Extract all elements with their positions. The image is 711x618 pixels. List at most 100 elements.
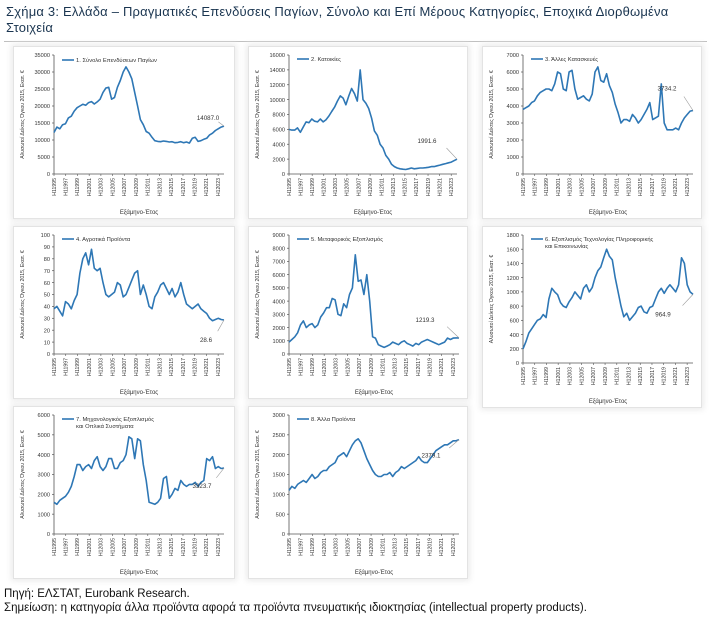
y-tick-label: 7000	[273, 260, 285, 266]
y-tick-label: 10	[44, 340, 50, 346]
y-tick-label: 1400	[507, 262, 519, 268]
annotation-leader	[449, 439, 460, 449]
x-tick-label: H11995	[52, 358, 58, 376]
x-tick-label: H12009	[369, 358, 375, 376]
legend-label: 4. Αγροτικά Προϊόντα	[76, 236, 131, 243]
y-tick-label: 2000	[273, 453, 285, 459]
x-tick-label: H12021	[204, 178, 210, 196]
x-tick-label: H12005	[345, 178, 351, 196]
series-line-other-construction	[522, 66, 694, 131]
x-tick-label: H11997	[64, 178, 70, 196]
title-divider	[4, 41, 707, 42]
panel-transport-equipment: 0 1000 2000 3000 4000 5000 6000 7000 8000 9000 H11…	[249, 227, 467, 398]
x-tick-label: H12005	[345, 358, 351, 376]
legend-label: 3. Άλλες Κατασκευές	[545, 56, 598, 63]
x-tick-label: H12005	[579, 367, 585, 385]
x-tick-label: H11999	[75, 358, 81, 376]
x-tick-label: H12005	[345, 538, 351, 556]
x-tick-label: H12013	[157, 358, 163, 376]
x-tick-label: H12001	[556, 178, 562, 196]
x-tick-label: H12005	[110, 178, 116, 196]
x-tick-label: H12021	[204, 538, 210, 556]
x-tick-label: H12005	[110, 538, 116, 556]
x-tick-label: H12001	[322, 358, 328, 376]
series-line-agricultural	[53, 248, 225, 322]
x-tick-label: H12015	[169, 538, 175, 556]
y-axis-label: Αλυσωτοί Δείκτες Όγκου 2015, Εκατ. €	[255, 430, 261, 519]
x-tick-label: H12023	[685, 367, 691, 385]
x-tick-label: H11997	[299, 538, 305, 556]
series-line-other-products	[288, 438, 460, 491]
x-tick-label: H12001	[322, 538, 328, 556]
y-tick-label: 9000	[273, 233, 285, 239]
legend-label: 5. Μεταφορικός Εξοπλισμός	[311, 236, 383, 243]
x-tick-label: H12015	[638, 367, 644, 385]
y-tick-label: 3000	[273, 313, 285, 319]
x-tick-label: H12003	[568, 178, 574, 196]
y-tick-label: 4000	[273, 299, 285, 305]
x-tick-label: H11999	[75, 538, 81, 556]
x-tick-label: H12001	[556, 367, 562, 385]
legend-label: 7. Μηχανολογικός Εξοπλισμός και Οπλικά Συ…	[76, 416, 154, 430]
x-tick-label: H12021	[437, 178, 443, 196]
y-tick-label: 20000	[34, 104, 50, 110]
x-tick-label: H12021	[204, 358, 210, 376]
panel-machinery-weapons: 0 1000 2000 3000 4000 5000 6000 H11995 H11997 H11…	[14, 407, 234, 578]
panel-ict-equipment: 0 200 400 600 800 1000 1200 1400 1600 1800 H11995 H…	[483, 227, 701, 407]
y-tick-label: 8000	[273, 246, 285, 252]
y-tick-label: 3000	[273, 413, 285, 419]
y-axis-label: Αλυσωτοί Δείκτες Όγκου 2015, Εκατ. €	[489, 70, 495, 159]
x-tick-label: H11995	[287, 358, 293, 376]
x-tick-label: H11999	[310, 538, 316, 556]
y-tick-label: 2500	[273, 433, 285, 439]
chart-total: 0 5000 10000 15000 20000 25000 30000 35000 H1199…	[20, 53, 225, 216]
x-tick-label: H12007	[591, 178, 597, 196]
x-tick-label: H12009	[368, 178, 374, 196]
x-tick-label: H12003	[333, 178, 339, 196]
x-tick-label: H12015	[169, 358, 175, 376]
legend-label: 1. Σύνολο Επενδύσεων Παγίων	[76, 58, 157, 64]
annotation-leader	[682, 294, 694, 306]
y-tick-label: 600	[510, 319, 519, 325]
x-tick-label: H12007	[122, 178, 128, 196]
plot-other-construction: 0 1000 2000 3000 4000 5000 6000 7000 H11995 H1199…	[489, 53, 694, 216]
y-tick-label: 5000	[38, 433, 50, 439]
y-tick-label: 12000	[269, 83, 285, 89]
legend-label: 6. Εξοπλισμός Τεχνολογίας Πληροφορικής κα…	[545, 236, 654, 250]
x-tick-label: H11997	[64, 358, 70, 376]
x-tick-label: H12011	[146, 358, 152, 376]
annotation-label: 28.6	[200, 337, 213, 344]
chart-transport-equipment: 0 1000 2000 3000 4000 5000 6000 7000 8000 9000 H11…	[255, 233, 460, 396]
x-tick-label: H12019	[661, 367, 667, 385]
x-tick-label: H12011	[146, 178, 152, 196]
x-tick-label: H11997	[298, 178, 304, 196]
y-tick-label: 500	[276, 512, 285, 518]
source-note: Πηγή: ΕΛΣΤΑΤ, Eurobank Research.	[4, 588, 190, 600]
panel-housing: 0 2000 4000 6000 8000 10000 12000 14000 16000 H11…	[249, 47, 467, 218]
x-tick-label: H12013	[392, 538, 398, 556]
y-axis-label: Αλυσωτοί Δείκτες Όγκου 2015, Εκατ. €	[20, 250, 26, 339]
x-tick-label: H12007	[122, 538, 128, 556]
series-line-housing	[288, 69, 458, 171]
x-tick-label: H11999	[310, 178, 316, 196]
plot-machinery-weapons: 0 1000 2000 3000 4000 5000 6000 H11995 H11997 H11…	[20, 413, 225, 576]
y-tick-label: 2000	[507, 138, 519, 144]
chart-housing: 0 2000 4000 6000 8000 10000 12000 14000 16000 H11…	[255, 53, 458, 216]
x-tick-label: H12003	[99, 538, 105, 556]
panel-total: 0 5000 10000 15000 20000 25000 30000 35000 H1199…	[14, 47, 234, 218]
x-tick-label: H12001	[322, 178, 328, 196]
x-tick-label: H11997	[299, 358, 305, 376]
x-tick-label: H12003	[334, 358, 340, 376]
x-tick-label: H12003	[334, 538, 340, 556]
y-tick-label: 1000	[273, 339, 285, 345]
x-tick-label: H11999	[310, 358, 316, 376]
x-tick-label: H12013	[626, 367, 632, 385]
chart-ict-equipment: 0 200 400 600 800 1000 1200 1400 1600 1800 H11995 H…	[489, 233, 694, 405]
x-tick-label: H12007	[356, 178, 362, 196]
x-tick-label: H12011	[379, 178, 385, 196]
y-tick-label: 1200	[507, 276, 519, 282]
x-tick-label: H12017	[416, 358, 422, 376]
y-tick-label: 8000	[273, 113, 285, 119]
x-axis-label: Εξάμηνο-Έτος	[589, 209, 627, 216]
x-tick-label: H12017	[414, 178, 420, 196]
